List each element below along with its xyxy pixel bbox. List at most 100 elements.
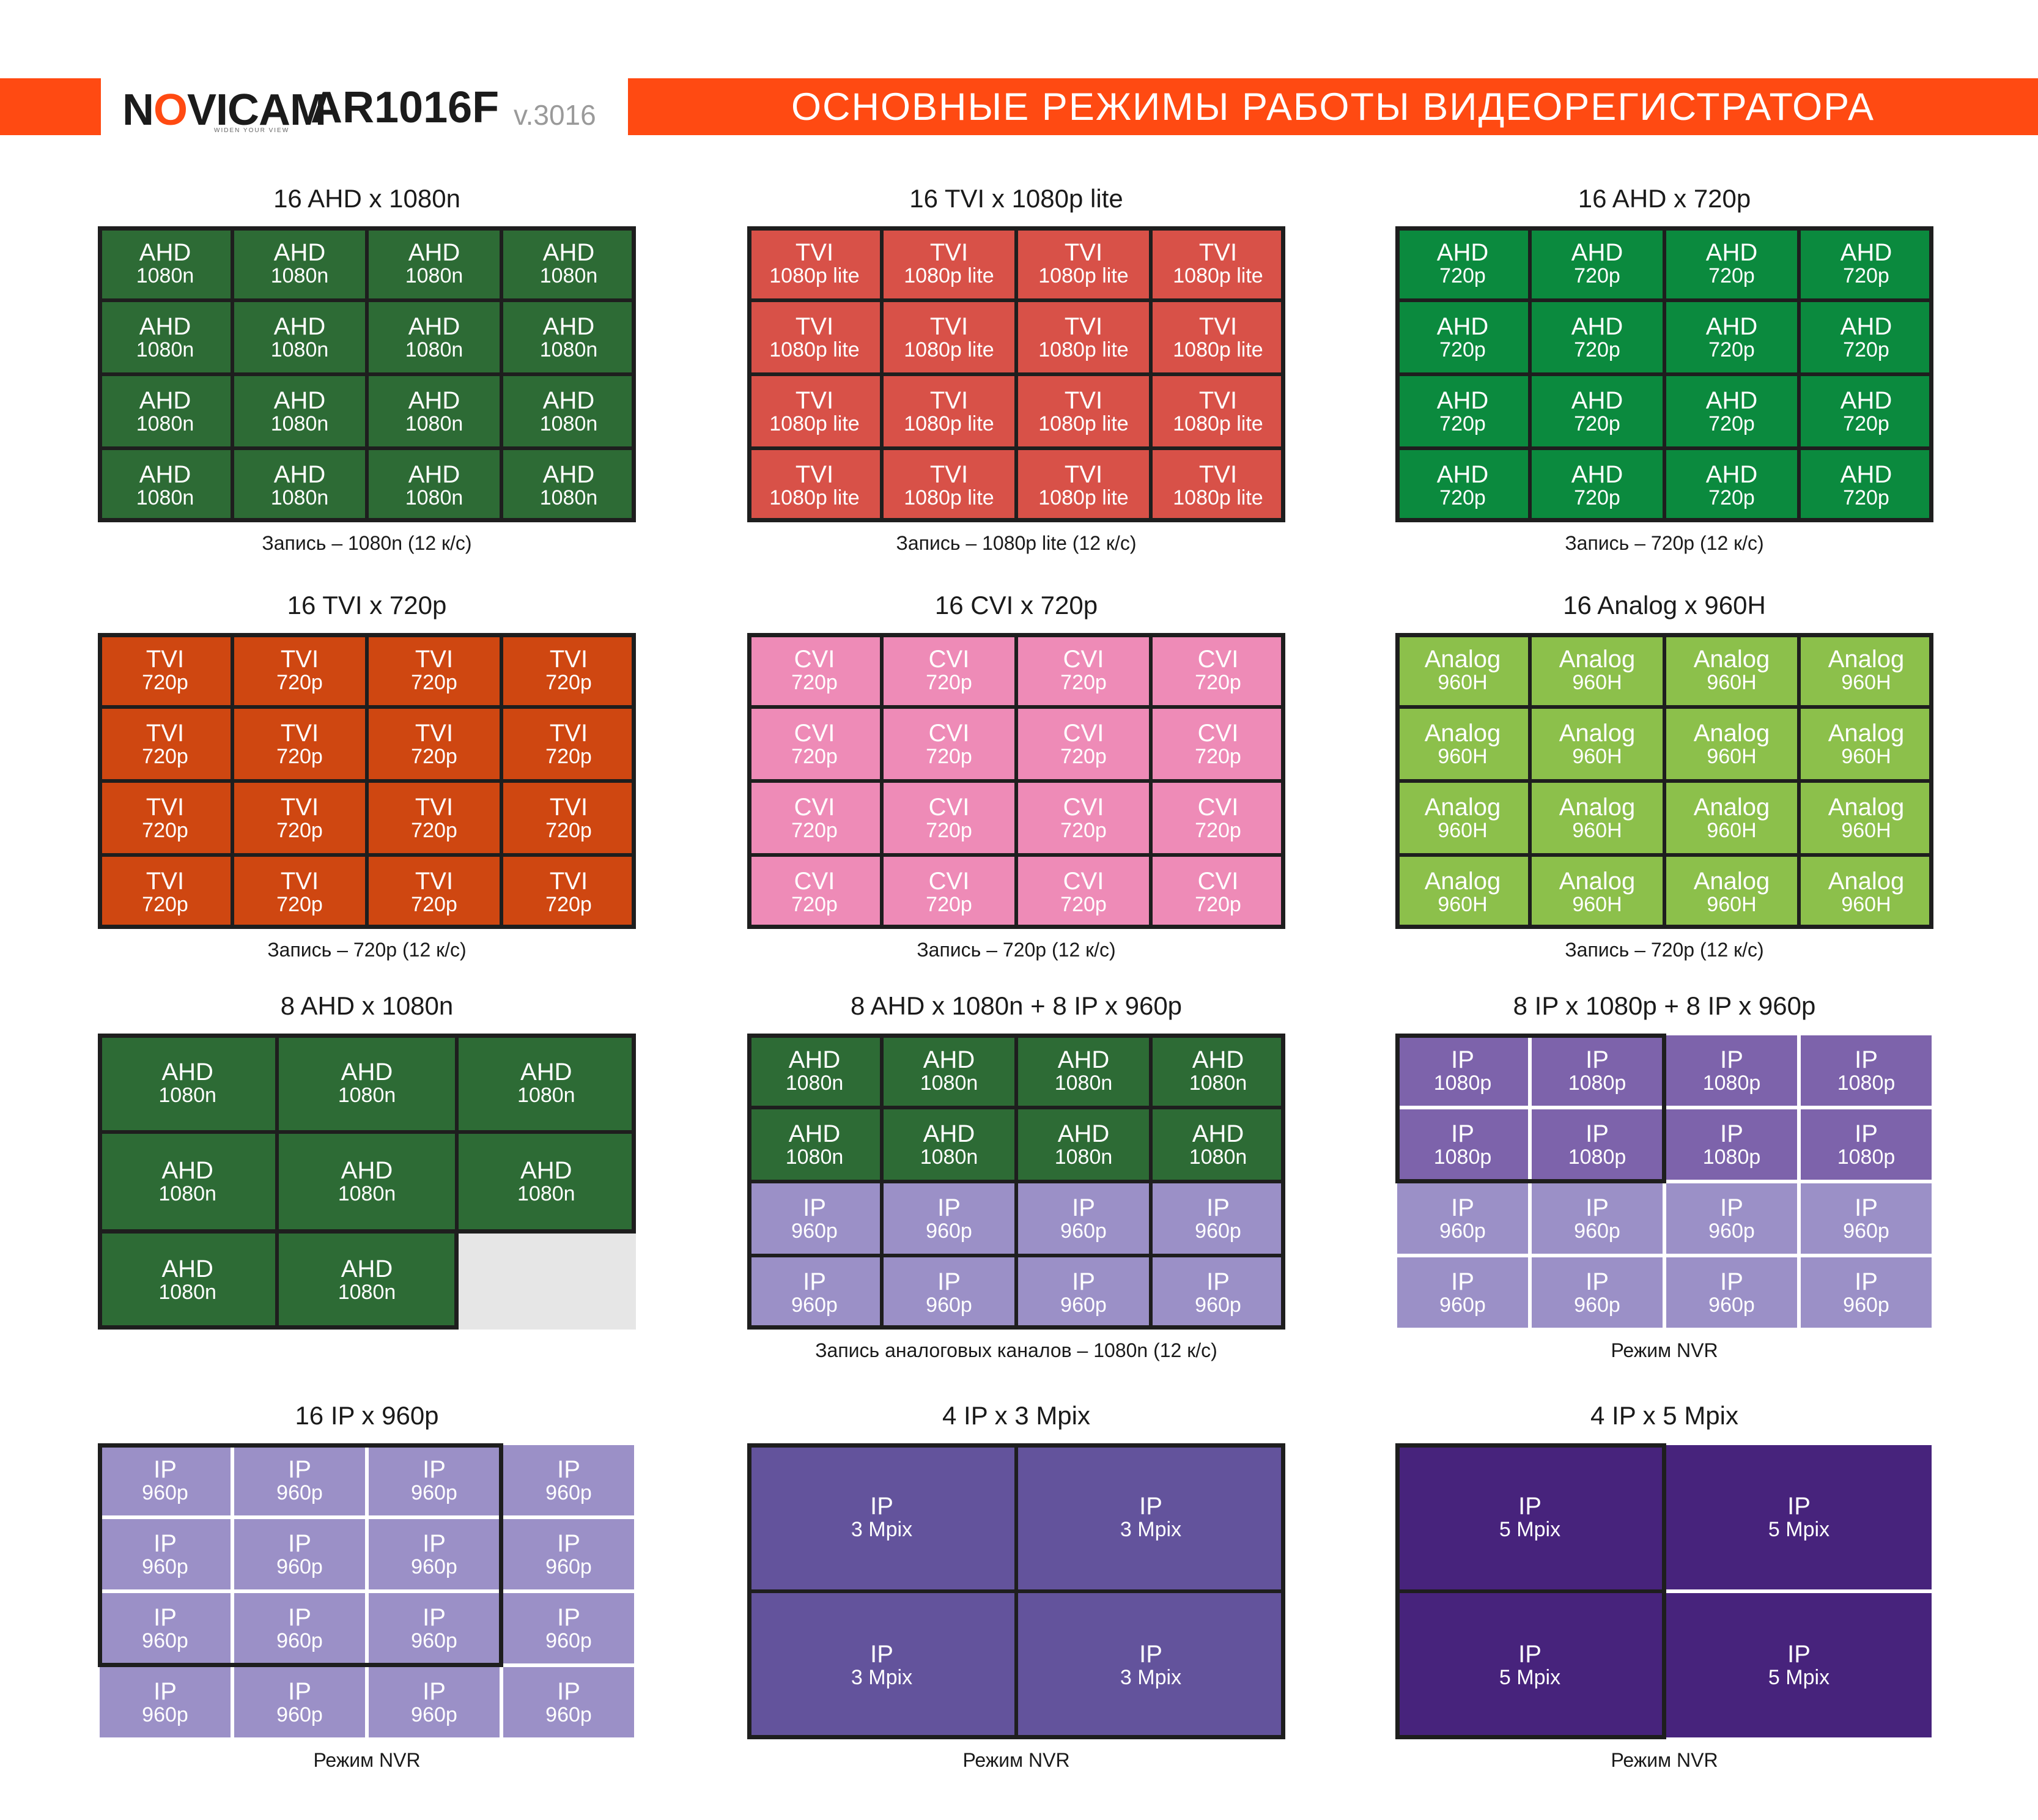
channel-resolution: 3 Mpix bbox=[851, 1666, 913, 1689]
mode-title: 4 IP x 5 Mpix bbox=[1590, 1401, 1738, 1430]
channel-resolution: 960p bbox=[276, 1555, 323, 1578]
channel-tile: IP 960p bbox=[1397, 1183, 1528, 1254]
mode-title: 16 AHD x 720p bbox=[1578, 184, 1751, 213]
channel-resolution: 1080p lite bbox=[1173, 486, 1263, 509]
channel-type: AHD bbox=[161, 1058, 213, 1086]
channel-resolution: 720p bbox=[1708, 264, 1755, 287]
channel-tile: CVI 720p bbox=[884, 783, 1014, 853]
channel-resolution: 720p bbox=[1195, 892, 1241, 916]
channel-type: Analog bbox=[1424, 793, 1501, 821]
channel-resolution: 720p bbox=[1060, 892, 1107, 916]
channel-type: IP bbox=[423, 1456, 446, 1483]
channel-type: TVI bbox=[549, 719, 588, 747]
channel-type: Analog bbox=[1828, 719, 1905, 747]
channel-resolution: 720p bbox=[1195, 744, 1241, 768]
channel-resolution: 720p bbox=[545, 670, 592, 694]
channel-type: AHD bbox=[1705, 239, 1758, 266]
channel-resolution: 3 Mpix bbox=[1120, 1518, 1182, 1541]
channel-type: IP bbox=[1855, 1046, 1878, 1073]
channel-tile: Analog 960H bbox=[1801, 635, 1932, 705]
channel-resolution: 720p bbox=[276, 744, 323, 768]
empty-slot bbox=[456, 1230, 636, 1330]
channel-type: IP bbox=[1072, 1194, 1095, 1221]
channel-tile: IP 960p bbox=[1153, 1257, 1283, 1328]
channel-resolution: 720p bbox=[142, 892, 188, 916]
channel-type: IP bbox=[557, 1530, 580, 1557]
channel-resolution: 1080n bbox=[338, 1083, 396, 1107]
channel-type: CVI bbox=[794, 793, 835, 821]
channel-resolution: 720p bbox=[1843, 264, 1889, 287]
channel-tile: TVI 720p bbox=[100, 783, 231, 853]
channel-resolution: 960H bbox=[1841, 670, 1891, 694]
channel-resolution: 960H bbox=[1707, 744, 1757, 768]
channel-resolution: 960p bbox=[1195, 1219, 1241, 1243]
channel-resolution: 720p bbox=[1843, 412, 1889, 435]
channel-resolution: 1080p lite bbox=[769, 412, 860, 435]
channel-type: TVI bbox=[795, 313, 834, 340]
channel-tile: TVI 720p bbox=[503, 857, 634, 927]
channel-resolution: 720p bbox=[545, 818, 592, 842]
channel-tile: Analog 960H bbox=[1532, 857, 1663, 927]
channel-resolution: 960H bbox=[1841, 892, 1891, 916]
channel-resolution: 960p bbox=[276, 1629, 323, 1652]
channel-grid: CVI 720p CVI 720p CVI 720p CVI 720p CVI 720p CVI 72… bbox=[747, 633, 1285, 929]
channel-tile: AHD 1080n bbox=[234, 450, 365, 520]
channel-type: Analog bbox=[1424, 867, 1501, 895]
channel-resolution: 720p bbox=[791, 670, 838, 694]
channel-tile: Analog 960H bbox=[1532, 783, 1663, 853]
channel-tile: IP 960p bbox=[1532, 1257, 1663, 1328]
channel-type: CVI bbox=[794, 719, 835, 747]
channel-tile: AHD 720p bbox=[1532, 228, 1663, 298]
channel-resolution: 1080n bbox=[920, 1071, 978, 1095]
channel-type: AHD bbox=[139, 461, 191, 488]
channel-type: AHD bbox=[1705, 387, 1758, 414]
channel-tile: IP 960p bbox=[234, 1445, 365, 1515]
channel-type: AHD bbox=[1057, 1120, 1110, 1147]
channel-tile: AHD 1080n bbox=[458, 1134, 634, 1229]
mode-note: Запись – 1080p lite (12 к/с) bbox=[896, 532, 1137, 554]
channel-type: Analog bbox=[1828, 867, 1905, 895]
channel-type: IP bbox=[153, 1530, 177, 1557]
channel-type: TVI bbox=[146, 645, 185, 673]
channel-resolution: 1080n bbox=[405, 264, 463, 287]
channel-tile: AHD 720p bbox=[1397, 228, 1528, 298]
channel-tile: Analog 960H bbox=[1666, 635, 1797, 705]
channel-grid: AHD 1080n AHD 1080n AHD 1080n AHD 1080n AHD 1080n… bbox=[98, 226, 636, 522]
channel-tile: Analog 960H bbox=[1801, 783, 1932, 853]
channel-resolution: 720p bbox=[276, 670, 323, 694]
channel-resolution: 1080n bbox=[785, 1145, 844, 1169]
channel-tile: CVI 720p bbox=[1018, 783, 1149, 853]
channel-resolution: 720p bbox=[1574, 412, 1620, 435]
channel-grid: AHD 720p AHD 720p AHD 720p AHD 720p AHD 720p AHD 72… bbox=[1395, 226, 1933, 522]
channel-type: AHD bbox=[1436, 461, 1489, 488]
channel-resolution: 720p bbox=[1574, 264, 1620, 287]
channel-resolution: 1080p lite bbox=[1038, 412, 1129, 435]
channel-type: AHD bbox=[923, 1120, 975, 1147]
channel-resolution: 960p bbox=[1708, 1293, 1755, 1317]
channel-type: Analog bbox=[1559, 793, 1636, 821]
channel-resolution: 960p bbox=[1574, 1293, 1620, 1317]
grid-frame bbox=[747, 1034, 1285, 1330]
channel-type: AHD bbox=[1840, 313, 1892, 340]
channel-tile: AHD 720p bbox=[1801, 450, 1932, 520]
channel-type: IP bbox=[557, 1456, 580, 1483]
channel-type: AHD bbox=[1571, 387, 1623, 414]
channel-type: CVI bbox=[928, 645, 970, 673]
channel-type: AHD bbox=[1192, 1046, 1244, 1073]
mode-title: 16 TVI x 1080p lite bbox=[909, 184, 1123, 213]
channel-resolution: 720p bbox=[545, 892, 592, 916]
channel-resolution: 720p bbox=[1060, 670, 1107, 694]
channel-type: IP bbox=[153, 1456, 177, 1483]
channel-type: Analog bbox=[1693, 867, 1770, 895]
channel-tile: AHD 1080n bbox=[503, 302, 634, 372]
channel-resolution: 1080n bbox=[517, 1182, 575, 1205]
channel-resolution: 1080n bbox=[158, 1182, 216, 1205]
channel-tile: TVI 720p bbox=[369, 709, 500, 779]
channel-tile: IP 960p bbox=[503, 1593, 634, 1663]
channel-tile: CVI 720p bbox=[1153, 709, 1283, 779]
channel-type: IP bbox=[1451, 1194, 1474, 1221]
channel-tile: IP 3 Mpix bbox=[749, 1593, 1014, 1737]
channel-type: Analog bbox=[1559, 645, 1636, 673]
channel-tile: IP 960p bbox=[369, 1593, 500, 1663]
